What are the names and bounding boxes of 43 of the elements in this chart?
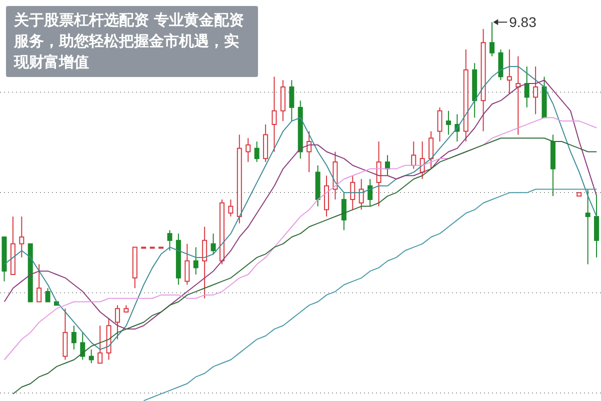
candlestick: [80, 332, 86, 360]
candlestick: [36, 264, 42, 302]
candlestick: [594, 196, 600, 258]
candlestick: [306, 130, 312, 173]
candlestick: [184, 243, 190, 286]
candlestick: [228, 198, 234, 218]
candlestick: [98, 325, 103, 364]
candlestick: [368, 178, 373, 207]
annotation: 9.83: [509, 14, 537, 30]
candlestick: [516, 56, 521, 136]
candlestick: [114, 304, 120, 340]
candlestick: [341, 192, 346, 231]
candlestick: [62, 308, 68, 360]
candlestick: [45, 288, 50, 302]
candlestick: [350, 175, 356, 210]
candlestick: [19, 216, 24, 258]
candlestick: [533, 66, 538, 115]
candlestick: [376, 141, 382, 207]
candlestick: [254, 141, 260, 162]
candlestick: [490, 22, 495, 57]
candlestick: [193, 246, 198, 275]
candlestick: [324, 175, 330, 218]
candlestick: [210, 233, 216, 255]
candlestick: [167, 230, 172, 252]
candlestick: [88, 349, 94, 364]
candlestick: [506, 48, 512, 94]
candlestick: [263, 124, 268, 162]
candlestick: [358, 178, 364, 210]
candlestick: [428, 130, 434, 170]
candlestick: [246, 138, 251, 162]
candlestick: [202, 226, 208, 299]
candlestick: [272, 76, 277, 152]
candlestick: [437, 106, 442, 142]
candlestick: [498, 48, 504, 81]
candlestick: [585, 188, 590, 265]
candlestick: [384, 154, 390, 176]
candlestick: [71, 325, 76, 350]
candlestick: [524, 66, 530, 108]
candlestick: [280, 80, 286, 122]
text: 关于股票杠杆选配资 专业黄金配资服务，助您轻松把握金市机遇，实现财富增值: [6, 6, 258, 77]
candlestick: [289, 80, 294, 122]
candlestick: [411, 141, 416, 170]
candlestick: [446, 110, 451, 136]
